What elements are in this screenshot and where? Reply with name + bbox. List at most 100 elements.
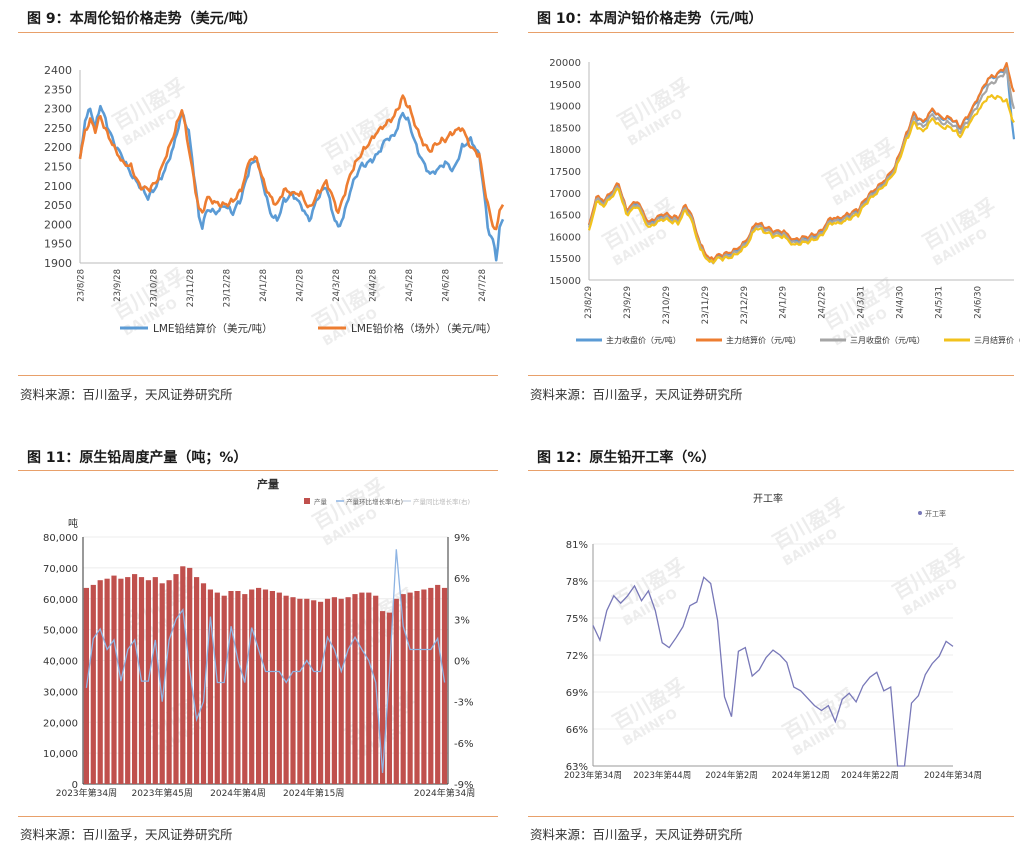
source-divider — [18, 375, 498, 376]
x-tick-label: 2024年第12周 — [772, 770, 830, 781]
legend-label: 三月结算价（元/吨） — [974, 335, 1020, 345]
x-tick-label: 24/6/30 — [974, 286, 984, 319]
chart-inner-title: 开工率 — [753, 492, 783, 505]
output-bar — [352, 594, 357, 784]
source-note: 资料来源：百川盈孚，天风证券研究所 — [20, 824, 233, 843]
x-tick-label: 24/2/29 — [818, 286, 828, 319]
x-tick-label: 24/3/31 — [857, 286, 867, 319]
output-bar — [318, 602, 323, 784]
y2-tick-label: 3% — [454, 615, 470, 626]
y-unit-label: 吨 — [68, 517, 78, 530]
y-tick-label: 2300 — [44, 103, 72, 116]
output-bar — [414, 591, 419, 784]
x-tick-label: 24/5/31 — [935, 286, 945, 319]
output-bar — [228, 591, 233, 784]
output-bar — [304, 599, 309, 784]
output-bar — [194, 577, 199, 784]
x-tick-label: 24/5/28 — [405, 269, 415, 302]
y-tick-label: 18500 — [549, 123, 581, 134]
x-tick-label: 24/1/28 — [259, 269, 269, 302]
output-bar — [380, 611, 385, 784]
x-tick-label: 2023年第45周 — [132, 787, 193, 799]
x-tick-label: 23/12/28 — [222, 269, 232, 307]
output-bar — [173, 574, 178, 784]
x-tick-label: 24/3/28 — [332, 269, 342, 302]
source-note: 资料来源：百川盈孚，天风证券研究所 — [20, 384, 233, 403]
x-tick-label: 23/8/29 — [584, 286, 594, 319]
legend-label: 产量同比增长率(右) — [413, 497, 470, 506]
legend-label: 主力收盘价（元/吨） — [606, 335, 681, 345]
primary-lead-utilization-chart: 百川盈孚BAIINFO百川盈孚BAIINFO百川盈孚BAIINFO百川盈孚BAI… — [528, 440, 1014, 810]
output-bar — [311, 600, 316, 784]
output-bar — [366, 593, 371, 784]
y-tick-label: 2250 — [44, 122, 72, 135]
y-tick-label: 78% — [566, 577, 588, 588]
y-tick-label: 15500 — [549, 254, 581, 265]
y-tick-label: 81% — [566, 540, 588, 551]
x-tick-label: 23/8/28 — [76, 269, 86, 302]
output-bar — [325, 599, 330, 784]
x-tick-label: 23/12/29 — [740, 286, 750, 324]
x-tick-label: 23/10/29 — [662, 286, 672, 324]
output-bar — [91, 585, 96, 784]
output-bar — [346, 597, 351, 784]
x-tick-label: 2024年第34周 — [414, 787, 475, 799]
output-bar — [339, 599, 344, 784]
y2-tick-label: -6% — [454, 739, 473, 750]
legend-label: 产量环比增长率(右) — [346, 497, 403, 506]
y2-tick-label: 9% — [454, 533, 470, 544]
output-bar — [249, 590, 254, 785]
y-tick-label: 2150 — [44, 161, 72, 174]
source-divider — [18, 816, 498, 817]
output-bar — [421, 590, 426, 785]
y2-tick-label: 0% — [454, 657, 470, 668]
source-divider — [528, 816, 1014, 817]
y-tick-label: 2400 — [44, 64, 72, 77]
source-note: 资料来源：百川盈孚，天风证券研究所 — [530, 384, 743, 403]
output-bar — [105, 579, 110, 784]
y-tick-label: 1950 — [44, 238, 72, 251]
y-tick-label: 50,000 — [43, 626, 78, 637]
panel-primary-lead-output: 图 11：原生铅周度产量（吨；%） 百川盈孚BAIINFO百川盈孚BAIINFO… — [18, 440, 498, 851]
output-bar — [167, 580, 172, 784]
output-bar — [98, 580, 103, 784]
x-tick-label: 23/9/28 — [113, 269, 123, 302]
output-bar — [146, 580, 151, 784]
output-bar — [118, 579, 123, 784]
y-tick-label: 17000 — [549, 189, 581, 200]
output-bar — [242, 594, 247, 784]
legend-label: 主力结算价（元/吨） — [726, 335, 801, 345]
y-tick-label: 66% — [566, 725, 588, 736]
output-bar — [125, 577, 130, 784]
x-tick-label: 23/10/28 — [149, 269, 159, 307]
x-tick-label: 23/11/29 — [701, 286, 711, 324]
x-tick-label: 2024年第22周 — [841, 770, 899, 781]
y-tick-label: 15000 — [549, 276, 581, 287]
y-tick-label: 1900 — [44, 257, 72, 270]
y-tick-label: 17500 — [549, 167, 581, 178]
output-bar — [187, 568, 192, 784]
panel-lme-lead: 图 9：本周伦铅价格走势（美元/吨） 百川盈孚 BAIINFO 百川盈孚 BAIINF… — [18, 0, 498, 420]
source-divider — [528, 375, 1014, 376]
output-bar — [297, 599, 302, 784]
x-tick-label: 24/4/28 — [369, 269, 379, 302]
legend-label: 三月收盘价（元/吨） — [850, 335, 925, 345]
output-bar — [263, 590, 268, 785]
x-tick-label: 24/6/28 — [442, 269, 452, 302]
output-bar — [132, 574, 137, 784]
y-tick-label: 18000 — [549, 145, 581, 156]
x-tick-label: 2023年第44周 — [633, 770, 691, 781]
y2-tick-label: 6% — [454, 574, 470, 585]
x-tick-label: 2023年第34周 — [56, 787, 117, 799]
output-bar — [222, 596, 227, 784]
y-tick-label: 40,000 — [43, 657, 78, 668]
legend-label: LME铅价格（场外）（美元/吨） — [351, 322, 497, 335]
y-tick-label: 2050 — [44, 199, 72, 212]
legend-label: 产量 — [314, 497, 328, 506]
x-tick-label: 23/9/29 — [623, 286, 633, 319]
output-bar — [153, 577, 158, 784]
y-tick-label: 80,000 — [43, 533, 78, 544]
x-tick-label: 23/11/28 — [186, 269, 196, 307]
output-bar — [215, 593, 220, 784]
